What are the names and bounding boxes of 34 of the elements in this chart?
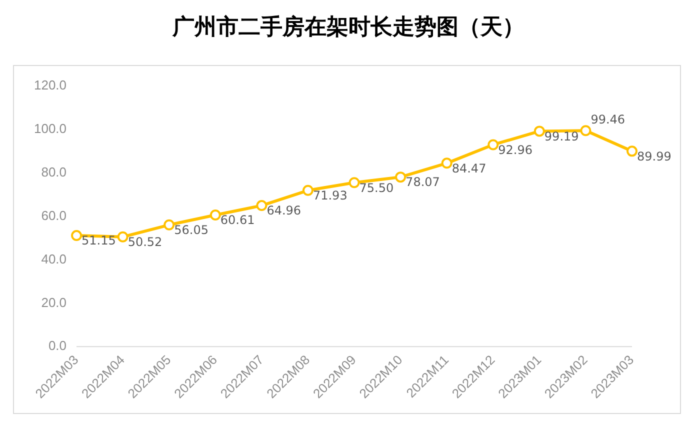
data-label: 60.61 xyxy=(220,213,255,228)
data-label: 92.96 xyxy=(498,142,532,157)
data-label: 99.46 xyxy=(590,112,626,127)
point xyxy=(348,177,360,188)
y-tick-label: 20.0 xyxy=(41,294,67,310)
chart-title: 广州市二手房在架时长走势图（天） xyxy=(171,14,526,42)
y-tick-label: 60.0 xyxy=(41,208,67,223)
data-label: 51.15 xyxy=(82,234,116,248)
data-label: 89.99 xyxy=(637,149,672,164)
y-tick-label: 40.0 xyxy=(41,251,67,266)
point xyxy=(580,125,592,136)
y-tick-label: 80.0 xyxy=(41,164,67,180)
point xyxy=(210,209,221,220)
data-label: 99.19 xyxy=(544,129,579,144)
point xyxy=(488,139,499,150)
point xyxy=(441,158,452,169)
point xyxy=(302,184,314,196)
data-label: 56.05 xyxy=(174,223,208,238)
y-tick-label: 120.0 xyxy=(34,78,67,93)
y-tick-label: 0.0 xyxy=(48,338,67,354)
point xyxy=(117,231,128,242)
data-label: 75.50 xyxy=(359,180,394,195)
point xyxy=(164,219,175,230)
y-tick-label: 100.0 xyxy=(34,121,67,136)
point xyxy=(626,146,638,157)
point xyxy=(256,200,268,212)
data-label: 78.07 xyxy=(406,175,440,190)
data-label: 71.93 xyxy=(312,188,348,203)
data-label: 84.47 xyxy=(452,161,486,176)
point xyxy=(71,230,82,242)
data-label: 50.52 xyxy=(128,235,162,250)
data-label: 64.96 xyxy=(266,204,302,218)
point xyxy=(534,126,545,137)
point xyxy=(395,172,406,183)
